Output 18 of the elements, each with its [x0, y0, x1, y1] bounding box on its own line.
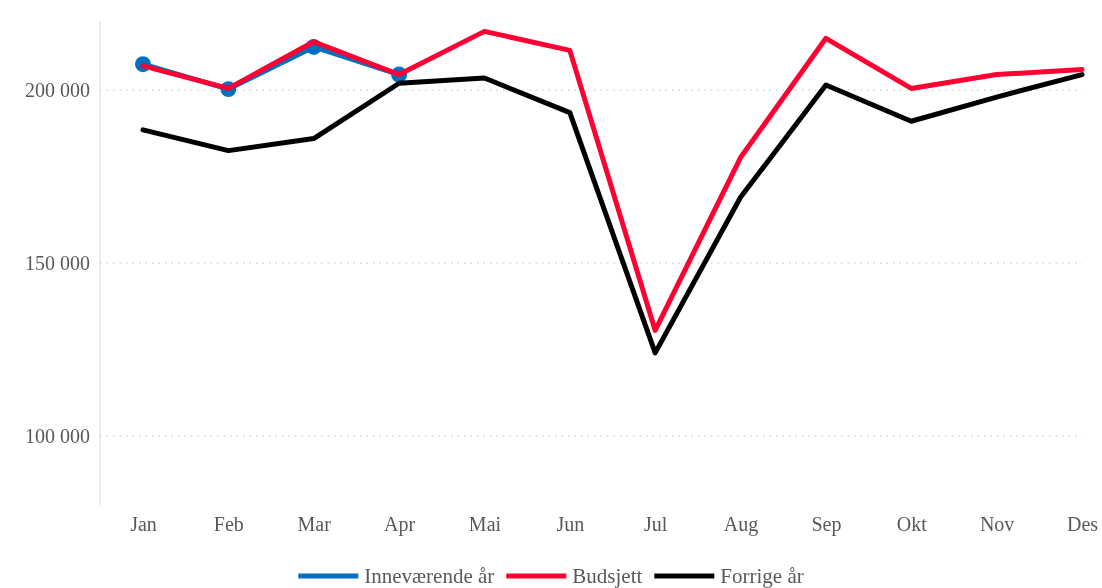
x-tick-label: Sep — [811, 513, 842, 537]
legend-label: Budsjett — [572, 564, 643, 588]
legend-label: Inneværende år — [364, 564, 495, 588]
y-tick-label: 150 000 — [25, 251, 90, 274]
x-tick-label: Jan — [130, 513, 157, 536]
legend-label: Forrige år — [720, 564, 804, 588]
y-tick-label: 200 000 — [25, 79, 90, 102]
x-tick-label: Des — [1066, 513, 1099, 536]
x-tick-label: Jul — [644, 513, 668, 536]
x-tick-label: Mar — [297, 513, 332, 536]
x-tick-label: Nov — [979, 513, 1015, 536]
x-tick-label: Feb — [213, 513, 244, 536]
x-tick-label: Apr — [384, 513, 416, 537]
y-tick-label: 100 000 — [25, 424, 90, 447]
x-tick-label: Jun — [556, 513, 585, 536]
x-tick-label: Okt — [896, 513, 928, 536]
x-tick-label: Mai — [468, 513, 502, 536]
x-tick-label: Aug — [723, 513, 759, 537]
